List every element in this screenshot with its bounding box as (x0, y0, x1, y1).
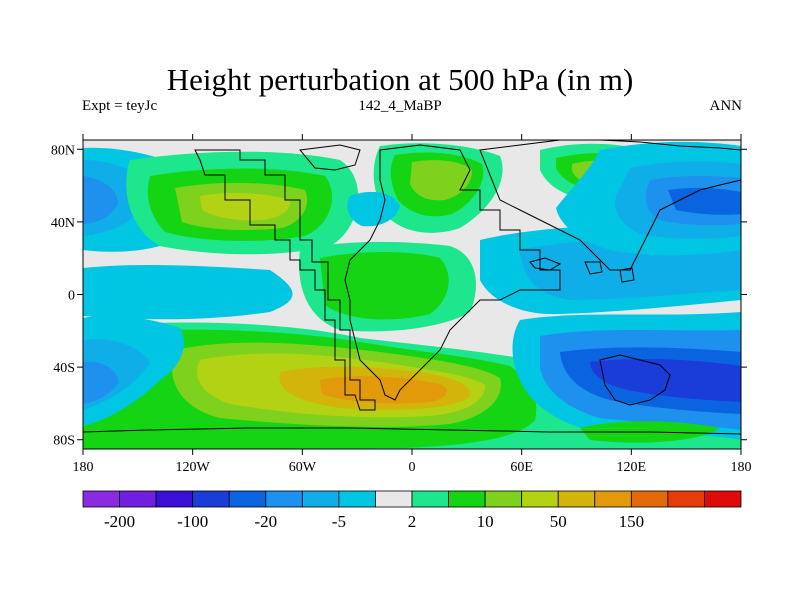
colorbar-swatch (704, 490, 742, 508)
colorbar-labels: -200 -100 -20 -5 2 10 50 150 (104, 512, 644, 531)
field-north-neg4 (668, 187, 741, 215)
colorbar-swatch (557, 490, 596, 508)
lat-tick-label: 40N (51, 216, 75, 231)
field-tropics-cyan (83, 264, 293, 320)
colorbar-swatch (338, 490, 376, 508)
lon-tick-label: 0 (409, 460, 416, 475)
colorbar-swatch (667, 490, 705, 508)
colorbar-label: 2 (408, 512, 417, 531)
colorbar (82, 490, 742, 508)
colorbar-swatch (448, 490, 486, 508)
colorbar-swatch (630, 490, 669, 508)
field-eurasia-amber (410, 160, 472, 201)
chart-title: Height perturbation at 500 hPa (in m) (166, 62, 634, 97)
coastline-asia-north (479, 140, 741, 271)
field-tropics-green2 (320, 252, 449, 320)
colorbar-swatch (301, 490, 340, 508)
contour-fields (83, 140, 741, 449)
colorbar-swatch (119, 490, 157, 508)
colorbar-label: -5 (332, 512, 346, 531)
lon-tick-label: 180 (731, 460, 752, 475)
experiment-label: Expt = teyJc (82, 98, 158, 114)
lat-tick-label: 0 (68, 289, 75, 304)
field-atlantic-neg (347, 191, 400, 227)
colorbar-label: -100 (177, 512, 208, 531)
lon-tick-label: 120E (617, 460, 647, 475)
colorbar-swatch (155, 490, 194, 508)
lat-tick-label: 40S (53, 361, 75, 376)
field-south-pacific-neg3 (83, 361, 119, 404)
lon-tick-label: 60E (510, 460, 533, 475)
season-label: ANN (709, 98, 743, 114)
colorbar-swatch (484, 490, 523, 508)
coastline-islands (529, 257, 635, 283)
lon-tick-label: 180 (73, 460, 94, 475)
field-north-pacific-neg3 (83, 176, 118, 224)
coastline-americas (194, 149, 376, 411)
lon-tick-label: 120W (176, 460, 211, 475)
lat-tick-label: 80N (51, 143, 75, 158)
colorbar-swatch (521, 490, 559, 508)
colorbar-label: -20 (254, 512, 277, 531)
coastline-australia (599, 354, 671, 406)
colorbar-swatch (192, 490, 230, 508)
period-label: 142_4_MaBP (358, 98, 442, 114)
latitude-labels: 80N 40N 0 40S 80S (51, 143, 75, 448)
colorbar-swatch (375, 490, 413, 508)
colorbar-swatch (411, 490, 449, 508)
colorbar-swatch (265, 490, 303, 508)
colorbar-label: 10 (477, 512, 494, 531)
coastline-antarctica (83, 427, 741, 435)
coastline-greenland (299, 144, 361, 171)
colorbar-swatch (82, 490, 120, 508)
coastline-africa-eurasia (344, 144, 561, 401)
colorbar-swatch (594, 490, 632, 508)
lon-tick-label: 60W (289, 460, 317, 475)
colorbar-swatch (228, 490, 267, 508)
lat-tick-label: 80S (53, 434, 75, 449)
colorbar-label: 150 (619, 512, 645, 531)
colorbar-label: 50 (550, 512, 567, 531)
field-pacific-neg-blob (519, 246, 586, 269)
axis-ticks (77, 134, 747, 455)
coastlines (83, 140, 741, 435)
field-north-america-orange (200, 193, 291, 221)
longitude-labels: 180 120W 60W 0 60E 120E 180 (73, 460, 752, 475)
field-indian-neg4 (590, 359, 741, 402)
colorbar-label: -200 (104, 512, 135, 531)
